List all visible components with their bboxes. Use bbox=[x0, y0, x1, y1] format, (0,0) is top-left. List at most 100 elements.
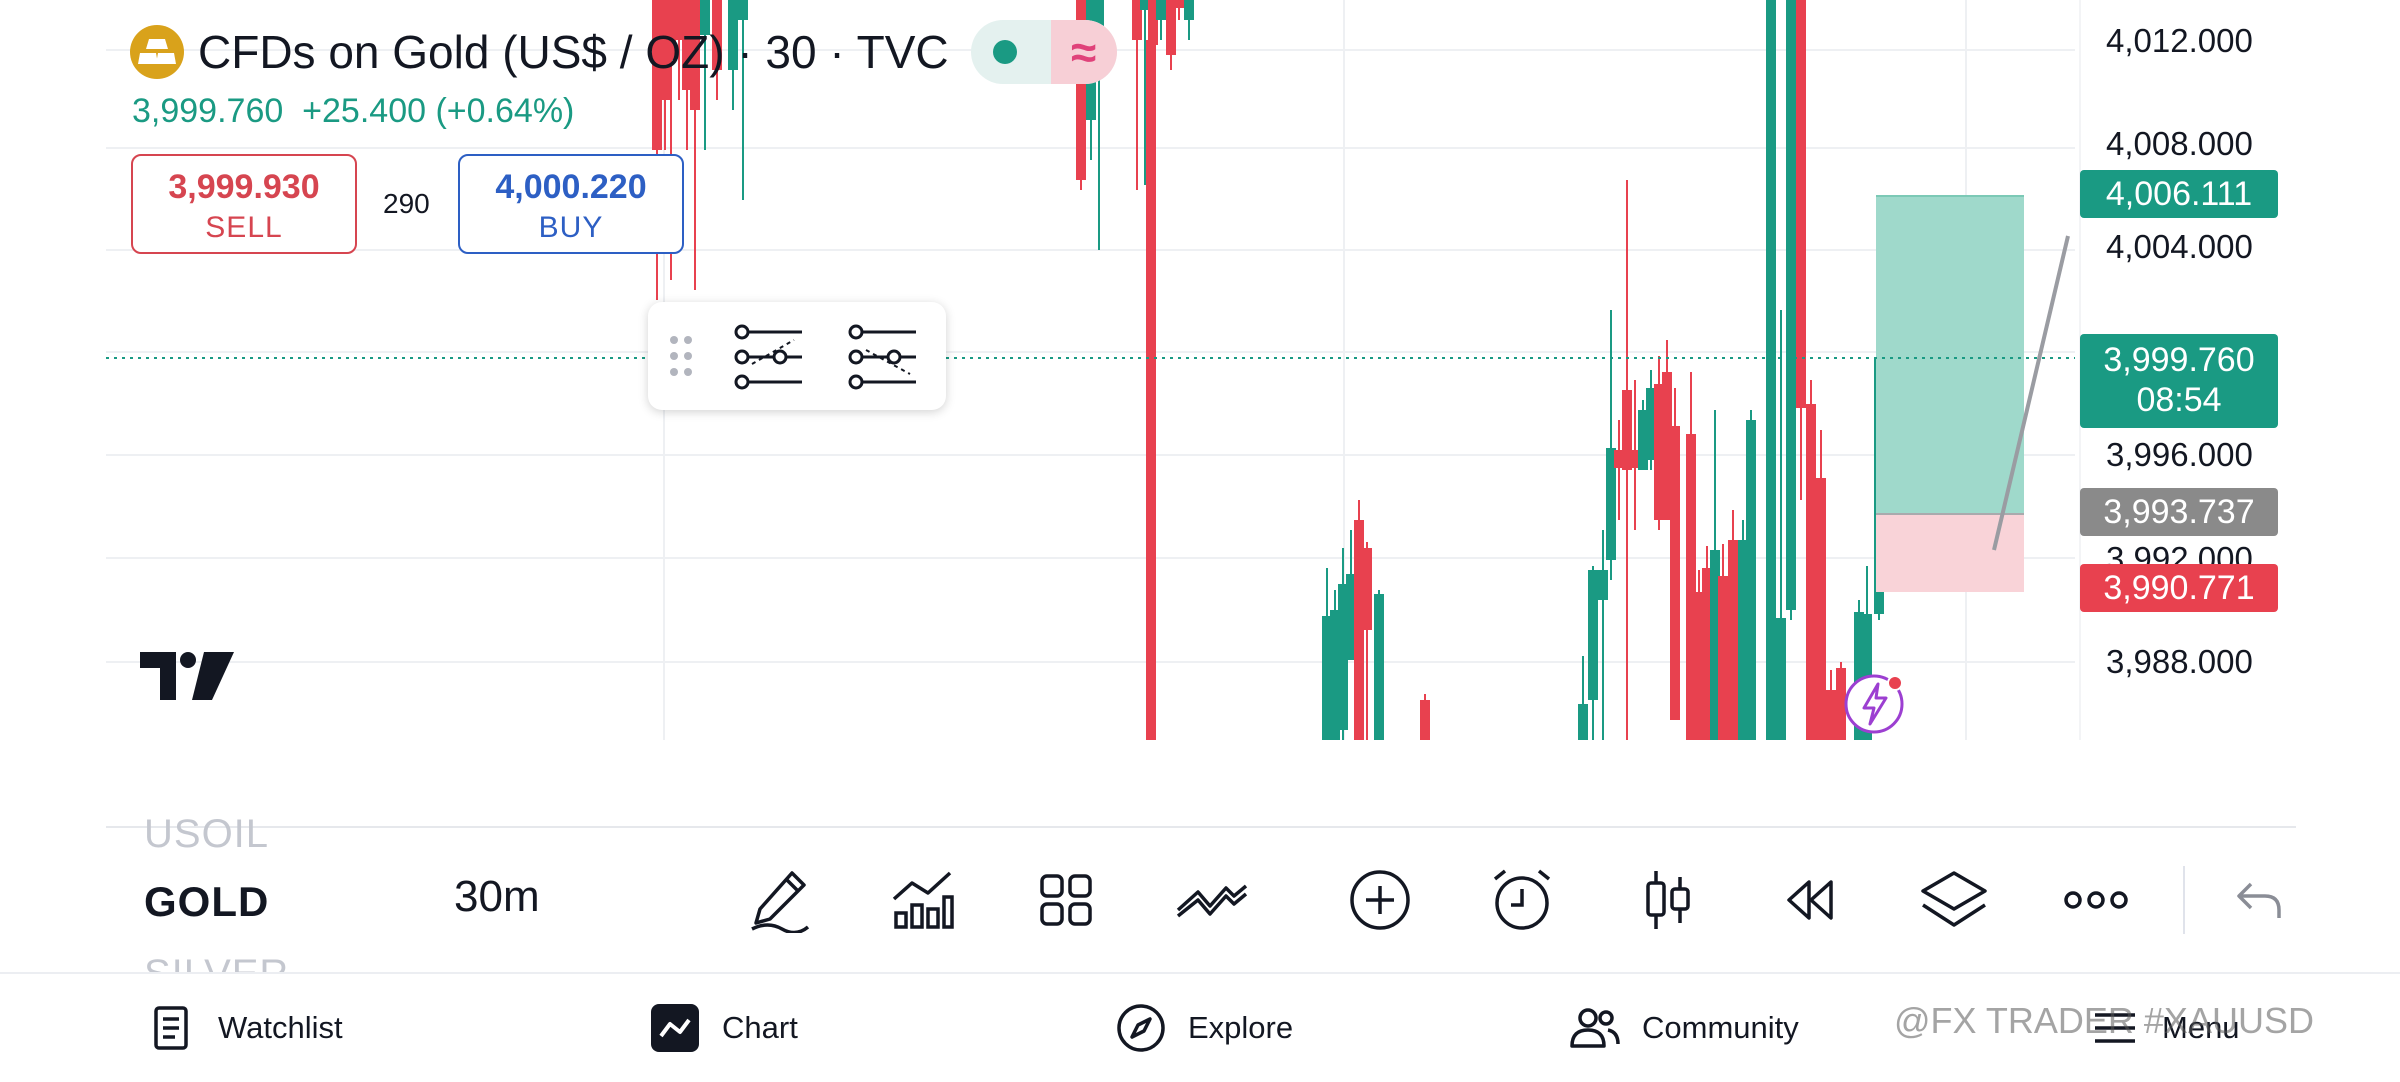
candle-body bbox=[652, 0, 662, 150]
candle-body bbox=[1132, 0, 1142, 40]
bar-countdown: 08:54 bbox=[2136, 381, 2222, 419]
candle-body bbox=[1578, 704, 1588, 740]
trend-line bbox=[1992, 235, 2070, 551]
more-icon bbox=[2064, 891, 2128, 909]
nav-menu[interactable]: Menu bbox=[2090, 974, 2240, 1082]
candle-body bbox=[666, 0, 676, 60]
candle-body bbox=[712, 0, 722, 70]
symbol-item-gold[interactable]: GOLD bbox=[144, 878, 270, 925]
watchlist-icon bbox=[146, 1003, 196, 1053]
watermark: @FX TRADER #XAUUSD bbox=[1894, 1000, 2314, 1041]
add-button[interactable] bbox=[1344, 864, 1416, 936]
more-button[interactable] bbox=[2060, 864, 2132, 936]
candle-body bbox=[1338, 584, 1348, 730]
undo-icon bbox=[2237, 882, 2281, 918]
price-axis-label: 3,988.000 bbox=[2106, 643, 2253, 680]
chart-type-button[interactable] bbox=[1632, 864, 1704, 936]
nav-explore-label: Explore bbox=[1188, 1010, 1294, 1045]
indicators-button[interactable] bbox=[886, 864, 958, 936]
candle-body bbox=[1362, 548, 1372, 630]
bottom-navigation: Watchlist Chart Explore Co bbox=[0, 972, 2400, 1082]
drag-handle-icon[interactable] bbox=[668, 334, 696, 378]
chart-area[interactable]: CFDs on Gold (US$ / OZ) · 30 · TVC ≈ 3,9… bbox=[0, 0, 2400, 740]
drawings-button[interactable] bbox=[1172, 864, 1252, 936]
candle-body bbox=[1662, 372, 1672, 520]
tradingview-logo bbox=[140, 652, 234, 700]
candle-body bbox=[1174, 0, 1184, 8]
current-price: 3,999.760 bbox=[2103, 341, 2255, 379]
candle-body bbox=[1420, 700, 1430, 740]
symbol-header[interactable]: CFDs on Gold (US$ / OZ) · 30 · TVC ≈ bbox=[130, 20, 1117, 84]
drawings-icon bbox=[1176, 884, 1248, 918]
candle-body bbox=[1746, 420, 1756, 740]
candle-body bbox=[1670, 426, 1680, 720]
chart-icon bbox=[650, 1003, 700, 1053]
sell-price: 3,999.930 bbox=[168, 168, 320, 206]
alert-icon bbox=[1493, 869, 1551, 930]
position-target-zone bbox=[1876, 196, 2024, 514]
undo-button[interactable] bbox=[2230, 864, 2290, 936]
floating-drawing-toolbar[interactable] bbox=[648, 302, 946, 410]
candle-body bbox=[1140, 0, 1150, 10]
replay-button[interactable] bbox=[1774, 864, 1846, 936]
spread-value: 290 bbox=[383, 188, 430, 219]
chart-canvas[interactable] bbox=[0, 0, 2400, 740]
nav-chart[interactable]: Chart bbox=[650, 974, 798, 1082]
candle-body bbox=[682, 0, 692, 90]
candle-body bbox=[690, 0, 700, 110]
candle-body bbox=[728, 0, 738, 70]
price-change: +25.400 (+0.64%) bbox=[302, 92, 575, 130]
candle-body bbox=[1854, 612, 1864, 740]
buy-button[interactable]: 4,000.220 BUY bbox=[458, 154, 684, 254]
gold-bars-icon bbox=[130, 25, 184, 79]
data-delay-wave-icon: ≈ bbox=[1050, 20, 1117, 84]
candle-body bbox=[1076, 0, 1086, 180]
symbol-switcher[interactable]: USOIL GOLD SILVER bbox=[144, 812, 444, 976]
candle-body bbox=[1598, 570, 1608, 600]
candle-body bbox=[1728, 540, 1738, 740]
layers-button[interactable] bbox=[1918, 864, 1990, 936]
buy-label: BUY bbox=[538, 211, 604, 244]
last-price: 3,999.760 bbox=[132, 92, 284, 130]
candle-body bbox=[1766, 0, 1776, 740]
symbol-title[interactable]: CFDs on Gold (US$ / OZ) · 30 · TVC bbox=[198, 26, 949, 78]
candle-body bbox=[1836, 668, 1846, 740]
quick-trade-lightning-icon[interactable] bbox=[1842, 670, 1908, 736]
sell-button[interactable]: 3,999.930 SELL bbox=[131, 154, 357, 254]
candle-body bbox=[1146, 40, 1156, 740]
candle-body bbox=[1622, 390, 1632, 470]
replay-icon bbox=[1787, 880, 1833, 920]
candle-body bbox=[1322, 616, 1332, 740]
candle-body bbox=[1346, 574, 1356, 660]
symbol-item-usoil[interactable]: USOIL bbox=[144, 812, 270, 856]
candle-body bbox=[1148, 0, 1158, 45]
entry-price-tag: 3,993.737 bbox=[2080, 488, 2278, 536]
price-axis-label: 4,012.000 bbox=[2106, 22, 2253, 59]
candle-body bbox=[1776, 618, 1786, 740]
nav-menu-label: Menu bbox=[2162, 1010, 2240, 1045]
stop-price-tag: 3,990.771 bbox=[2080, 564, 2278, 612]
candle-body bbox=[700, 0, 710, 35]
market-status-pill[interactable]: ≈ bbox=[970, 20, 1117, 84]
indicators-icon bbox=[892, 871, 954, 929]
candle-body bbox=[1816, 478, 1826, 740]
candles-icon bbox=[1646, 871, 1690, 929]
candle-body bbox=[1630, 450, 1640, 468]
add-icon bbox=[1350, 870, 1410, 930]
candle-body bbox=[1646, 388, 1656, 460]
interval-selector[interactable]: 30m bbox=[454, 872, 540, 921]
layouts-button[interactable] bbox=[1030, 864, 1102, 936]
candle-body bbox=[1654, 384, 1664, 520]
market-open-dot-icon bbox=[992, 40, 1017, 64]
nav-community[interactable]: Community bbox=[1570, 974, 1799, 1082]
nav-watchlist[interactable]: Watchlist bbox=[146, 974, 343, 1082]
community-icon bbox=[1570, 1003, 1620, 1053]
candle-body bbox=[1354, 520, 1364, 740]
nav-explore[interactable]: Explore bbox=[1116, 974, 1293, 1082]
short-position-tool-icon[interactable] bbox=[848, 324, 920, 390]
drawing-pencil-button[interactable] bbox=[744, 864, 816, 936]
current-price-tag: 3,999.760 08:54 bbox=[2080, 334, 2278, 428]
alert-button[interactable] bbox=[1486, 864, 1558, 936]
long-position-tool-icon[interactable] bbox=[734, 324, 806, 390]
candle-body bbox=[1826, 690, 1836, 740]
